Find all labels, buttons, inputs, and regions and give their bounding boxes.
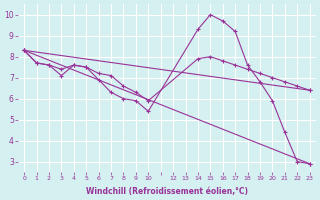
X-axis label: Windchill (Refroidissement éolien,°C): Windchill (Refroidissement éolien,°C): [86, 187, 248, 196]
